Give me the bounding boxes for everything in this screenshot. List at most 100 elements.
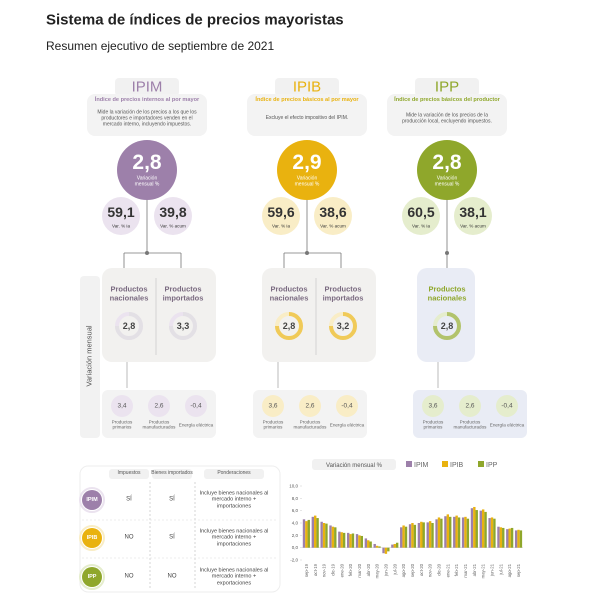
products-box [102, 268, 216, 362]
bar [461, 517, 465, 548]
product-label: Productos nacionales [269, 284, 309, 302]
x-tick-label: nov-19 [322, 563, 327, 577]
bar [364, 538, 368, 548]
monthly-value: 2,8 [432, 150, 462, 174]
index-code: IPIM [131, 78, 163, 96]
table-cell: NO [167, 573, 177, 580]
bar [435, 519, 438, 548]
stat-label: Var. % ia [111, 223, 131, 229]
bar [464, 516, 467, 548]
bar [514, 530, 518, 548]
gauge-arc [329, 312, 357, 340]
index-name: Índice de precios básicos al por mayor [255, 96, 359, 103]
bar [349, 534, 352, 548]
table-cell: SÍ [126, 496, 132, 503]
index-name: Índice de precios básicos del productor [394, 96, 500, 103]
stat-value: 38,6 [319, 203, 347, 220]
monthly-circle [417, 140, 477, 200]
index-description: Mide la variación de los precios a los q… [97, 109, 197, 127]
bar [411, 523, 414, 548]
product-label: Productos nacionales [109, 284, 149, 302]
table-cell: NO [124, 573, 134, 580]
x-tick-label: ene-20 [339, 563, 344, 577]
bar [307, 519, 310, 548]
bar [360, 535, 363, 548]
stat-circle [154, 197, 192, 235]
bar [481, 509, 485, 548]
stat-label: Var. % acum [460, 223, 486, 229]
bar [475, 510, 478, 548]
breakdown-label: Energía eléctrica [178, 422, 214, 428]
index-code: IPP [434, 78, 460, 96]
x-tick-label: sep-20 [410, 563, 415, 577]
y-tick-label: 8,0 [292, 496, 299, 501]
products-box [262, 268, 376, 362]
bar [316, 518, 319, 548]
breakdown-circle [496, 395, 518, 417]
bar [342, 532, 346, 548]
bar [502, 527, 505, 548]
x-tick-label: nov-20 [428, 563, 433, 577]
breakdown-value: 3,6 [428, 402, 438, 410]
bar [367, 540, 370, 548]
product-value: 3,2 [336, 320, 350, 331]
bar [506, 529, 509, 548]
stat-value: 59,6 [267, 203, 295, 220]
x-tick-label: abr-21 [472, 563, 477, 576]
y-tick-label: 6,0 [292, 508, 299, 513]
gauge-arc [433, 312, 461, 340]
table-cell: SÍ [169, 496, 175, 503]
breakdown-value: 2,6 [465, 402, 475, 410]
bar [466, 518, 470, 548]
bar [322, 523, 326, 548]
bar [422, 522, 425, 548]
legend-swatch [478, 461, 484, 467]
bar [320, 521, 323, 548]
page-subtitle: Resumen ejecutivo de septiembre de 2021 [46, 39, 275, 54]
stat-value: 60,5 [407, 203, 435, 220]
x-tick-label: may-20 [375, 563, 380, 578]
breakdown-value: 2,6 [305, 402, 315, 410]
row-badge [82, 567, 102, 587]
product-label: Productos importados [322, 284, 364, 302]
gauge-arc [169, 312, 197, 340]
y-tick-label: -2,0 [290, 558, 298, 563]
row-badge [82, 490, 102, 510]
x-tick-label: sep-21 [516, 563, 521, 577]
x-tick-label: abr-20 [366, 563, 371, 576]
bar [420, 521, 423, 548]
breakdown-circle [422, 395, 444, 417]
breakdown-circle [111, 395, 133, 417]
product-value: 2,8 [122, 320, 136, 331]
bar [355, 534, 359, 548]
bar [391, 544, 394, 548]
bar [329, 525, 332, 548]
row-badge [82, 528, 102, 548]
x-tick-label: mar-20 [357, 563, 362, 577]
description-box [387, 94, 507, 136]
x-tick-label: dic-20 [437, 563, 442, 575]
y-tick-label: 2,0 [292, 533, 299, 538]
bar [431, 523, 434, 548]
legend-label: IPIB [450, 462, 464, 469]
bar [428, 521, 432, 548]
breakdown-value: 3,4 [117, 402, 127, 410]
x-tick-label: jul-21 [498, 563, 503, 575]
product-label: Productos importados [162, 284, 204, 302]
bar [400, 527, 403, 548]
breakdown-circle [148, 395, 170, 417]
breakdown-circle [262, 395, 284, 417]
column-header-bg [204, 469, 264, 479]
bar [331, 526, 335, 548]
x-tick-label: dic-19 [330, 563, 335, 575]
x-tick-label: jul-20 [392, 563, 397, 575]
breakdown-label: Productos primarios [422, 419, 444, 430]
stat-label: Var. % acum [320, 223, 346, 229]
chart-title: Variación mensual % [326, 463, 383, 469]
side-label: Variación mensual [84, 325, 94, 387]
code-tab [275, 78, 339, 96]
x-tick-label: mar-21 [463, 563, 468, 577]
bar [493, 518, 496, 548]
